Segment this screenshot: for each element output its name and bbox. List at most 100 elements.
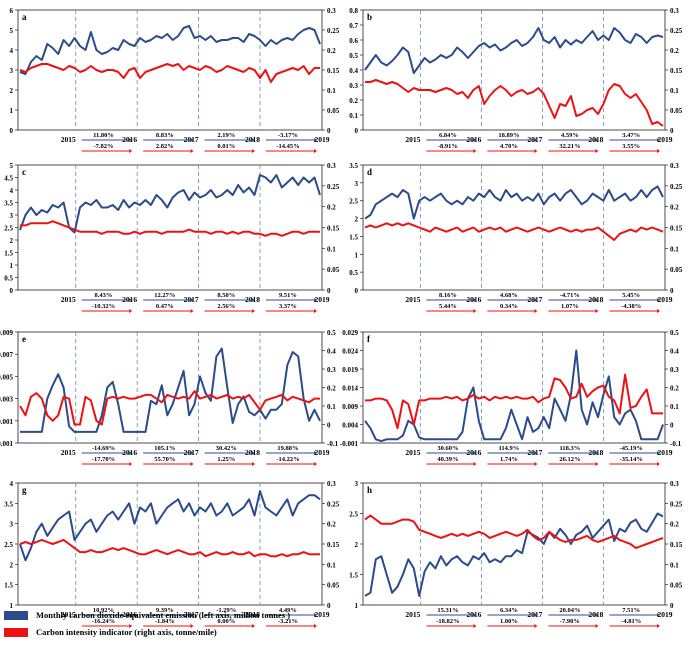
right-tick-label: 0.2 xyxy=(327,385,336,393)
plot-frame xyxy=(17,164,323,291)
panel-g: g 1 1.5 2 2.5 3 3.5 4 0 0.05 0.1 0.15 0.2 0.25 0.3 2015… xyxy=(4,480,340,628)
intensity-arrowhead xyxy=(251,624,255,628)
intensity-arrowhead xyxy=(534,624,538,628)
year-label: 2019 xyxy=(315,295,330,304)
emission-series-line xyxy=(19,490,321,562)
right-tick-label: 0.3 xyxy=(327,366,336,374)
panel-e: e -0.001 0.001 0.003 0.005 0.007 0.009 -0.1 0 0.1… xyxy=(0,329,339,466)
intensity-series-line xyxy=(19,390,320,426)
year-label: 2015 xyxy=(61,610,76,619)
left-tick-label: 1.5 xyxy=(349,572,358,580)
left-tick-label: 4 xyxy=(10,187,14,195)
panel-a: a012345600.050.10.150.20.250.32015201620… xyxy=(10,7,340,153)
plot-frame xyxy=(362,331,666,444)
right-tick-label: 0.05 xyxy=(670,582,683,590)
left-tick-label: 1.5 xyxy=(349,233,358,241)
emission-arrowhead xyxy=(595,138,599,142)
legend-emission-label: Monthly carbon dioxide equivalent emissi… xyxy=(36,610,291,620)
left-tick-label: 0.005 xyxy=(0,373,14,381)
right-tick-label: 0.05 xyxy=(327,266,340,274)
right-tick-label: 0 xyxy=(327,422,331,430)
intensity-arrowhead xyxy=(534,462,538,466)
left-tick-label: 0.7 xyxy=(349,22,358,30)
right-tick-label: 0.25 xyxy=(327,27,340,35)
right-tick-label: 0.25 xyxy=(670,183,683,191)
emission-arrowhead xyxy=(190,298,194,302)
left-tick-label: 3 xyxy=(10,212,14,220)
left-tick-label: 1.5 xyxy=(4,250,13,258)
right-tick-label: 0.1 xyxy=(670,87,679,95)
intensity-arrowhead xyxy=(657,624,660,628)
intensity-arrowhead xyxy=(314,462,317,466)
intensity-arrowhead xyxy=(473,462,477,466)
intensity-change-label: 1.07% xyxy=(561,303,579,310)
emission-change-label: 5.45% xyxy=(622,292,640,299)
emission-arrowhead xyxy=(473,451,477,455)
intensity-change-label: -4.38% xyxy=(621,303,641,310)
emission-arrowhead xyxy=(595,613,599,617)
left-tick-label: 0.019 xyxy=(342,366,358,374)
intensity-arrowhead xyxy=(657,309,660,313)
emission-series-line xyxy=(364,349,664,443)
intensity-change-label: -3.21% xyxy=(278,618,298,625)
emission-change-label: -1.29% xyxy=(216,607,236,614)
left-tick-label: 3 xyxy=(355,480,359,488)
year-label: 2019 xyxy=(658,448,673,457)
intensity-arrowhead xyxy=(251,149,255,153)
panel-label: c xyxy=(22,167,26,177)
left-tick-label: 3 xyxy=(355,180,359,188)
intensity-arrowhead xyxy=(534,149,538,153)
emission-arrowhead xyxy=(657,613,660,617)
intensity-arrowhead xyxy=(657,462,660,466)
panel-label: e xyxy=(22,334,26,344)
intensity-change-label: 3.37% xyxy=(279,303,297,310)
emission-change-label: 118.3% xyxy=(559,445,580,452)
left-tick-label: 3.5 xyxy=(4,500,13,508)
left-tick-label: 0.001 xyxy=(0,418,14,426)
emission-arrowhead xyxy=(534,613,538,617)
left-tick-label: 0.014 xyxy=(342,385,358,393)
intensity-change-label: 2.56% xyxy=(217,303,235,310)
emission-change-label: -3.17% xyxy=(278,132,298,139)
emission-change-label: 8.43% xyxy=(95,292,113,299)
left-tick-label: 1 xyxy=(355,602,359,610)
intensity-arrowhead xyxy=(129,309,133,313)
right-tick-label: 0.3 xyxy=(327,480,336,488)
panel-label: f xyxy=(367,334,371,344)
left-tick-label: 1 xyxy=(355,251,359,259)
intensity-change-label: 26.12% xyxy=(559,456,580,463)
right-tick-label: 0.25 xyxy=(670,27,683,35)
emission-arrowhead xyxy=(595,451,599,455)
left-tick-label: 0.5 xyxy=(349,52,358,60)
emission-arrowhead xyxy=(251,138,255,142)
intensity-change-label: -14.45% xyxy=(276,143,299,150)
year-label: 2019 xyxy=(315,135,330,144)
emission-arrowhead xyxy=(190,451,194,455)
intensity-series-line xyxy=(20,220,320,237)
right-tick-label: 0.15 xyxy=(670,67,683,75)
year-label: 2015 xyxy=(405,610,420,619)
right-tick-label: 0.2 xyxy=(327,204,336,212)
emission-series-line xyxy=(364,512,664,597)
emission-change-label: 4.49% xyxy=(279,607,297,614)
emission-change-label: 8.83% xyxy=(156,132,174,139)
emission-arrowhead xyxy=(129,451,133,455)
left-tick-label: -0.001 xyxy=(340,440,359,448)
right-tick-label: 0 xyxy=(327,127,331,135)
panel-c: c 0 0.5 1 1.5 2 2.5 3 3.5 4 4.5 5 0 0.05 0.1 0.15 0.2 0.2… xyxy=(4,162,340,313)
right-tick-label: 0.4 xyxy=(670,348,679,356)
plot-frame xyxy=(17,482,323,606)
left-tick-label: 0.2 xyxy=(349,97,358,105)
left-tick-label: 5 xyxy=(10,162,14,170)
intensity-arrowhead xyxy=(595,309,599,313)
left-tick-label: 4 xyxy=(10,47,14,55)
right-tick-label: 0.4 xyxy=(327,348,336,356)
plot-frame xyxy=(362,9,666,131)
intensity-arrowhead xyxy=(657,149,660,153)
right-tick-label: 0 xyxy=(670,422,674,430)
right-tick-label: 0.15 xyxy=(327,225,340,233)
year-label: 2019 xyxy=(658,610,673,619)
emission-change-label: 10.92% xyxy=(93,607,114,614)
right-tick-label: 0.05 xyxy=(327,107,340,115)
intensity-series-line xyxy=(364,222,664,241)
